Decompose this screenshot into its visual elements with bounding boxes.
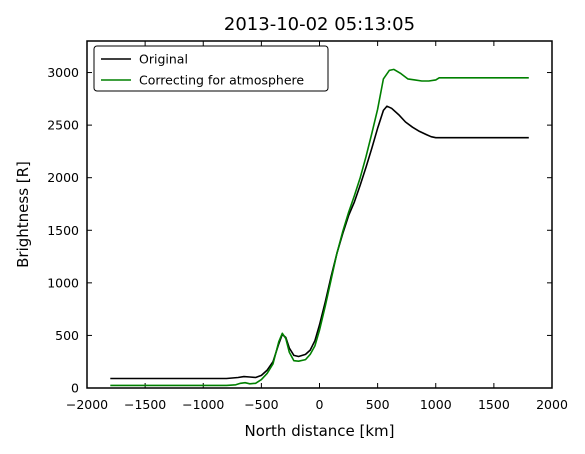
- y-tick-label: 0: [71, 381, 79, 396]
- series-line-corrected: [110, 68, 529, 387]
- y-tick-label: 3000: [47, 65, 79, 80]
- x-tick-label: 500: [366, 397, 390, 412]
- tick-labels: −2000 −1500 −1000 −500 0 500 1000 1500 2000 0 500 1…: [47, 65, 568, 412]
- x-tick-label: 2000: [536, 397, 568, 412]
- series-layer: [110, 68, 529, 387]
- legend-entry: Correcting for atmosphere: [139, 73, 304, 88]
- series-line-original: [110, 105, 529, 380]
- x-tick-label: −1500: [124, 397, 166, 412]
- x-axis-label: North distance [km]: [244, 422, 394, 440]
- y-tick-label: 2000: [47, 170, 79, 185]
- y-tick-label: 500: [55, 328, 79, 343]
- x-tick-label: −2000: [66, 397, 108, 412]
- y-tick-label: 2500: [47, 118, 79, 133]
- x-tick-label: −1000: [182, 397, 224, 412]
- plot-frame: [86, 40, 553, 389]
- x-tick-label: 0: [316, 397, 324, 412]
- axis-ticks: [86, 41, 553, 389]
- legend: Original Correcting for atmosphere: [93, 45, 329, 92]
- y-axis-label: Brightness [R]: [14, 161, 32, 268]
- legend-box: [93, 45, 329, 92]
- chart-title: 2013-10-02 05:13:05: [224, 14, 415, 35]
- y-tick-label: 1500: [47, 223, 79, 238]
- x-tick-label: 1500: [478, 397, 510, 412]
- x-tick-label: 1000: [420, 397, 452, 412]
- x-tick-label: −500: [244, 397, 278, 412]
- legend-entry: Original: [139, 52, 188, 67]
- y-tick-label: 1000: [47, 275, 79, 290]
